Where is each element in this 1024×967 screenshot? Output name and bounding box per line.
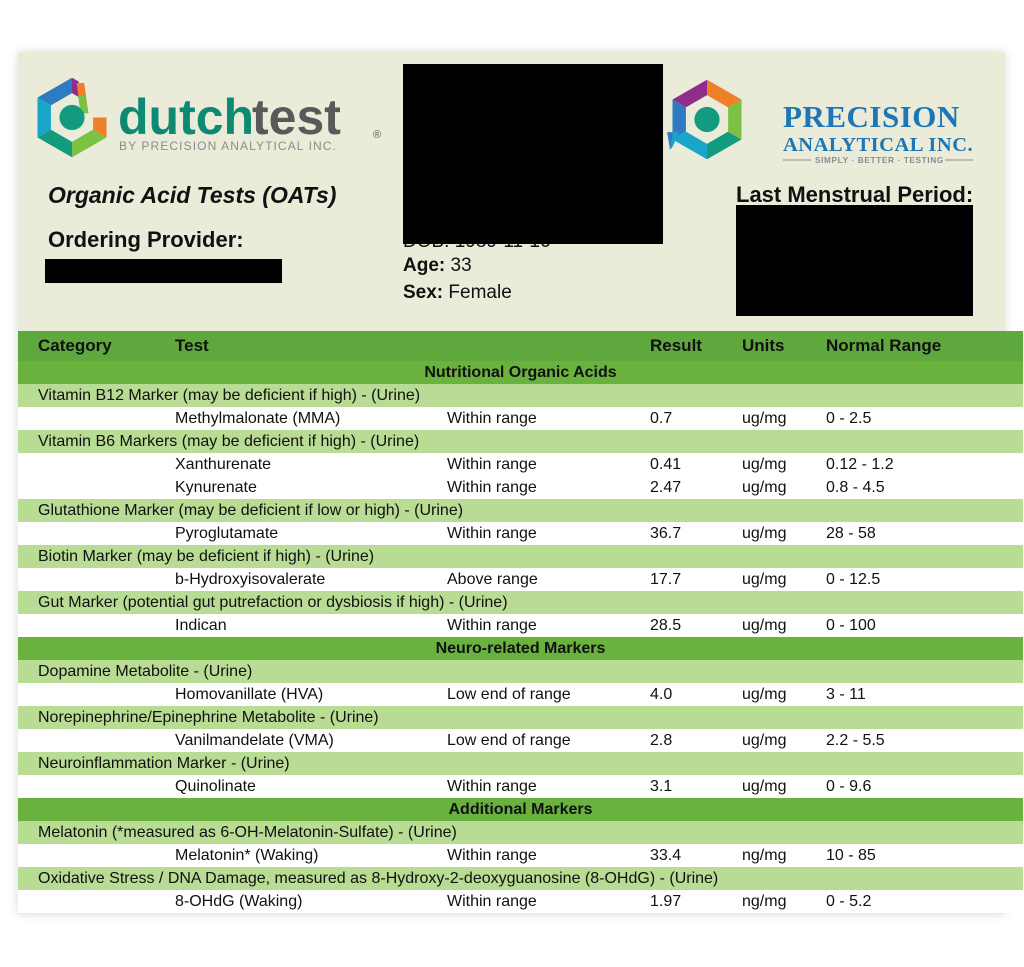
svg-text:SIMPLY · BETTER · TESTING: SIMPLY · BETTER · TESTING [815,155,944,165]
svg-text:ANALYTICAL INC.: ANALYTICAL INC. [783,134,973,156]
svg-text:®: ® [373,129,381,141]
svg-text:PRECISION: PRECISION [783,99,960,134]
svg-text:BY PRECISION ANALYTICAL INC.: BY PRECISION ANALYTICAL INC. [119,139,337,153]
svg-text:dutch: dutch [118,89,254,145]
svg-text:test: test [252,89,341,145]
